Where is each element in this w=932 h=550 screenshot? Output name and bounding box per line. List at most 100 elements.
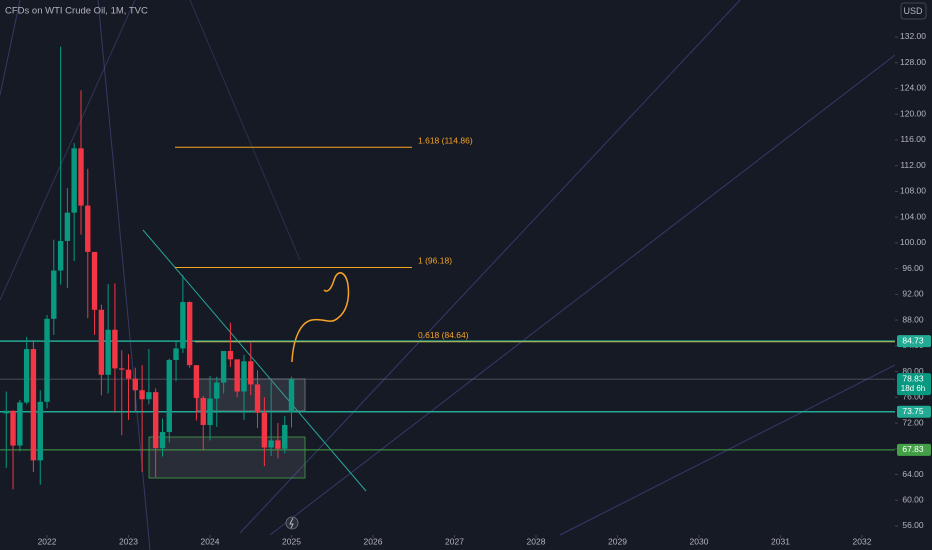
drawings xyxy=(0,0,896,550)
candle-body xyxy=(119,368,125,370)
candle-body xyxy=(71,148,77,213)
candle-body xyxy=(30,349,37,461)
candle-body xyxy=(132,378,138,391)
trend-line xyxy=(269,54,896,536)
y-tick-label: 104.00 xyxy=(900,211,926,221)
y-tick-label: 124.00 xyxy=(900,83,926,93)
candle-body xyxy=(64,212,71,241)
candle-body xyxy=(288,379,295,412)
candle-body xyxy=(51,270,57,319)
x-tick-label: 2030 xyxy=(690,536,709,546)
trend-line xyxy=(142,229,367,492)
event-icon xyxy=(289,517,294,529)
candle-body xyxy=(139,390,145,400)
x-tick-label: 2027 xyxy=(445,536,464,546)
candle-body xyxy=(146,392,152,400)
candle-body xyxy=(57,240,64,271)
x-tick-label: 2029 xyxy=(608,536,627,546)
candle-body xyxy=(166,359,172,433)
candle-body xyxy=(214,382,220,399)
event-icon xyxy=(285,516,299,530)
trend-line xyxy=(0,0,136,301)
y-tick-label: 116.00 xyxy=(900,134,926,144)
x-tick-label: 2022 xyxy=(38,536,57,546)
y-tick-label: 108.00 xyxy=(900,186,926,196)
fib-label: 0.618 (84.64) xyxy=(418,330,469,340)
last-price-tag xyxy=(897,373,931,396)
candle-body xyxy=(125,369,132,379)
candle-body xyxy=(180,302,186,349)
y-tick-label: 92.00 xyxy=(902,289,924,299)
candle-body xyxy=(173,348,179,360)
y-tick-label: 128.00 xyxy=(900,57,926,67)
chart-title: CFDs on WTI Crude Oil, 1M, TVC xyxy=(5,6,148,17)
y-tick-label: 96.00 xyxy=(902,263,924,273)
y-tick-label: 64.00 xyxy=(902,469,924,479)
candle-body xyxy=(105,329,111,375)
candle-body xyxy=(85,205,91,252)
price-axis xyxy=(895,0,932,550)
y-tick-label: 120.00 xyxy=(900,108,926,118)
candle-body xyxy=(200,397,206,425)
candle-body xyxy=(275,440,281,449)
trend-line xyxy=(189,0,301,261)
candle-body xyxy=(207,398,213,425)
candle-body xyxy=(98,309,105,375)
candle-body xyxy=(186,302,193,366)
y-tick-label: 132.00 xyxy=(900,31,926,41)
y-tick-label: 76.00 xyxy=(902,392,924,402)
y-tick-label: 88.00 xyxy=(902,314,924,324)
candle-body xyxy=(78,148,84,206)
candle-body xyxy=(10,410,16,446)
level-tag xyxy=(897,405,931,418)
x-tick-label: 2031 xyxy=(771,536,790,546)
x-tick-label: 2032 xyxy=(853,536,872,546)
candle-body xyxy=(17,402,23,446)
candle-body xyxy=(220,350,227,383)
candle-body xyxy=(261,412,268,448)
currency-box xyxy=(900,2,927,20)
candle-body xyxy=(248,361,254,385)
level-tag-label: 67.83 xyxy=(902,444,924,454)
level-tag-label: 73.75 xyxy=(902,406,924,416)
y-tick-label: 60.00 xyxy=(902,495,924,505)
trend-line xyxy=(0,0,21,96)
y-tick-label: 80.00 xyxy=(902,366,924,376)
candle-body xyxy=(241,361,247,392)
level-tag-label: 84.73 xyxy=(902,335,924,345)
candle-body xyxy=(37,401,43,461)
countdown-label: 18d 6h xyxy=(901,384,925,393)
candle-body xyxy=(159,432,166,449)
candle-body xyxy=(112,329,118,369)
x-tick-label: 2028 xyxy=(527,536,546,546)
x-tick-label: 2025 xyxy=(282,536,301,546)
candle-body xyxy=(44,318,50,402)
candle-body xyxy=(23,349,30,403)
trend-line xyxy=(239,0,741,534)
candle-body xyxy=(193,365,200,398)
level-tag xyxy=(897,443,931,456)
demand-box xyxy=(148,436,306,479)
trend-line xyxy=(97,0,151,550)
projection-curve xyxy=(291,272,350,363)
currency: USD xyxy=(903,6,923,16)
candle-body xyxy=(3,410,9,414)
candle-body xyxy=(234,359,240,392)
y-tick-label: 72.00 xyxy=(902,417,924,427)
level-tag xyxy=(897,335,931,348)
y-tick-label: 56.00 xyxy=(902,520,924,530)
candle-body xyxy=(268,440,274,448)
fib-label: 1.618 (114.86) xyxy=(418,136,473,146)
candle-body xyxy=(91,251,98,310)
x-tick-label: 2024 xyxy=(201,536,220,546)
fib-label: 1 (96.18) xyxy=(418,256,452,266)
candle-body xyxy=(282,424,288,449)
candle-body xyxy=(227,350,234,360)
y-tick-label: 100.00 xyxy=(900,237,926,247)
last-price-label: 78.83 xyxy=(902,373,924,383)
candle-body xyxy=(152,392,159,449)
candle-body xyxy=(254,384,261,413)
x-tick-label: 2026 xyxy=(364,536,383,546)
